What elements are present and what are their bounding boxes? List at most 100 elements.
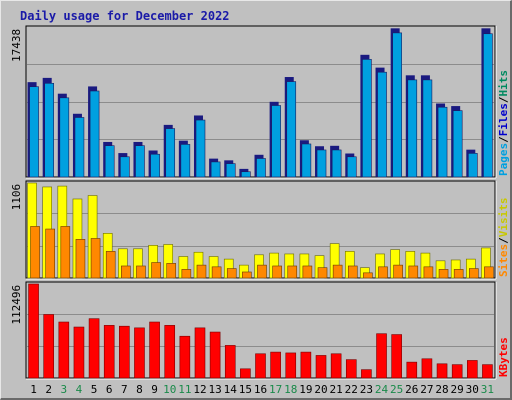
x-tick-label: 21 <box>330 383 343 396</box>
files-bar <box>195 119 206 178</box>
sites-bar <box>302 265 313 279</box>
sites-bar <box>317 267 328 279</box>
sites-bar <box>121 265 131 279</box>
kbytes-bar <box>224 345 236 379</box>
files-bar <box>135 145 145 178</box>
sites-bar <box>378 266 388 279</box>
sites-bar <box>287 265 298 279</box>
sites-bar <box>60 226 71 279</box>
x-tick-label: 16 <box>254 383 267 396</box>
x-tick-label: 15 <box>239 383 252 396</box>
x-tick-label: 4 <box>76 383 83 396</box>
sites-bar <box>408 265 419 279</box>
kbytes-bar <box>467 360 478 379</box>
x-tick-label: 31 <box>481 383 494 396</box>
sites-bar <box>423 266 434 279</box>
legend-kbytes: KBytes <box>497 337 510 377</box>
files-bar <box>437 106 448 178</box>
x-tick-label: 17 <box>269 383 282 396</box>
kbytes-bar <box>345 359 357 379</box>
files-bar <box>301 143 312 178</box>
sites-bar <box>90 238 101 279</box>
legend-entry: Sites <box>497 244 510 277</box>
chart-title: Daily usage for December 2022 <box>20 9 230 23</box>
x-tick-label: 18 <box>284 383 297 396</box>
legend-entry: KBytes <box>497 337 510 377</box>
sites-bar <box>453 269 464 279</box>
kbytes-bar <box>330 353 342 379</box>
files-bar <box>210 161 221 178</box>
files-bar <box>331 149 342 178</box>
x-tick-label: 11 <box>178 383 191 396</box>
kbytes-bar <box>119 325 130 379</box>
kbytes-bar <box>134 327 145 379</box>
kbytes-bar <box>376 333 387 379</box>
legend-entry: Files <box>497 103 510 136</box>
sites-bar <box>469 268 479 279</box>
kbytes-bar <box>436 363 448 379</box>
legend-entry: Visits <box>497 198 510 238</box>
x-tick-label: 6 <box>106 383 113 396</box>
legend-entry: / <box>497 136 510 143</box>
legend-entry: Pages <box>497 143 510 176</box>
sites-bar <box>151 262 161 279</box>
x-tick-label: 29 <box>451 383 464 396</box>
files-bar <box>392 32 402 178</box>
legend-entry: / <box>497 96 510 103</box>
files-bar <box>452 110 463 178</box>
x-tick-label: 22 <box>345 383 358 396</box>
x-tick-label: 3 <box>61 383 68 396</box>
files-bar <box>104 145 115 178</box>
x-tick-label: 9 <box>151 383 158 396</box>
sites-bar <box>105 251 116 279</box>
kbytes-bar <box>194 327 206 379</box>
sites-bar <box>257 264 267 279</box>
x-tick-label: 2 <box>45 383 52 396</box>
kbytes-bar <box>315 355 327 379</box>
y-axis-max-label: 1106 <box>10 184 23 211</box>
kbytes-bar <box>406 361 418 379</box>
x-tick-label: 13 <box>208 383 221 396</box>
kbytes-bar <box>209 331 221 379</box>
files-bar <box>316 149 327 178</box>
x-tick-label: 12 <box>193 383 206 396</box>
files-bar <box>180 144 191 178</box>
kbytes-bar <box>391 334 402 379</box>
kbytes-bar <box>285 352 297 379</box>
x-tick-label: 26 <box>405 383 418 396</box>
legend-hits-files-pages: Pages/Files/Hits <box>497 70 510 176</box>
sites-bar <box>75 239 86 279</box>
legend-visits-sites: Sites/Visits <box>497 198 510 278</box>
kbytes-bar <box>361 369 372 379</box>
kbytes-bar <box>28 283 39 379</box>
files-bar <box>422 79 433 178</box>
sites-bar <box>242 271 252 279</box>
sites-bar <box>393 264 403 279</box>
files-bar <box>29 86 39 178</box>
files-bar <box>483 33 493 178</box>
x-tick-label: 28 <box>435 383 448 396</box>
x-tick-label: 25 <box>390 383 403 396</box>
files-bar <box>120 156 130 178</box>
files-bar <box>150 153 160 178</box>
sites-bar <box>363 272 373 279</box>
sites-bar <box>196 264 207 279</box>
sites-bar <box>226 268 237 279</box>
files-bar <box>286 81 297 178</box>
files-bar <box>89 90 100 178</box>
kbytes-bar <box>255 353 266 379</box>
x-tick-label: 1 <box>30 383 37 396</box>
x-tick-label: 24 <box>375 383 389 396</box>
files-bar <box>256 158 266 178</box>
files-bar <box>346 156 357 178</box>
sites-bar <box>484 266 494 279</box>
files-bar <box>271 105 281 178</box>
files-bar <box>362 59 372 178</box>
legend-entry: Hits <box>497 70 510 97</box>
files-bar <box>44 83 54 178</box>
sites-bar <box>347 265 358 279</box>
kbytes-bar <box>451 364 463 379</box>
kbytes-bar <box>73 326 85 379</box>
files-bar <box>225 163 236 178</box>
files-bar <box>377 71 387 178</box>
